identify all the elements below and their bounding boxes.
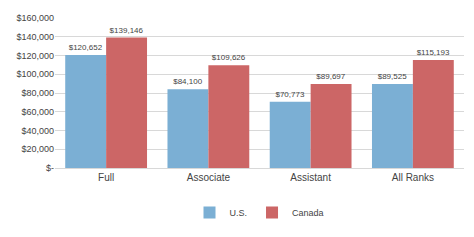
svg-text:$109,626: $109,626 [212, 53, 246, 62]
svg-text:$-: $- [46, 163, 54, 173]
svg-text:$80,000: $80,000 [21, 88, 54, 98]
svg-text:U.S.: U.S. [230, 208, 248, 218]
svg-text:$89,525: $89,525 [378, 72, 407, 81]
svg-text:All Ranks: All Ranks [392, 172, 434, 183]
svg-text:$160,000: $160,000 [16, 13, 54, 23]
svg-text:$84,100: $84,100 [173, 77, 202, 86]
svg-text:Full: Full [98, 172, 114, 183]
svg-text:$120,652: $120,652 [69, 43, 103, 52]
svg-text:$40,000: $40,000 [21, 126, 54, 136]
svg-text:Assistant: Assistant [290, 172, 331, 183]
svg-text:Associate: Associate [187, 172, 231, 183]
svg-text:$60,000: $60,000 [21, 107, 54, 117]
svg-text:$120,000: $120,000 [16, 51, 54, 61]
svg-text:$139,146: $139,146 [110, 26, 144, 35]
svg-text:$100,000: $100,000 [16, 69, 54, 79]
svg-text:$89,697: $89,697 [316, 72, 345, 81]
svg-text:$70,773: $70,773 [275, 90, 304, 99]
svg-text:$115,193: $115,193 [417, 48, 450, 57]
svg-text:$20,000: $20,000 [21, 144, 54, 154]
svg-text:Canada: Canada [292, 208, 324, 218]
svg-text:$140,000: $140,000 [16, 32, 54, 42]
